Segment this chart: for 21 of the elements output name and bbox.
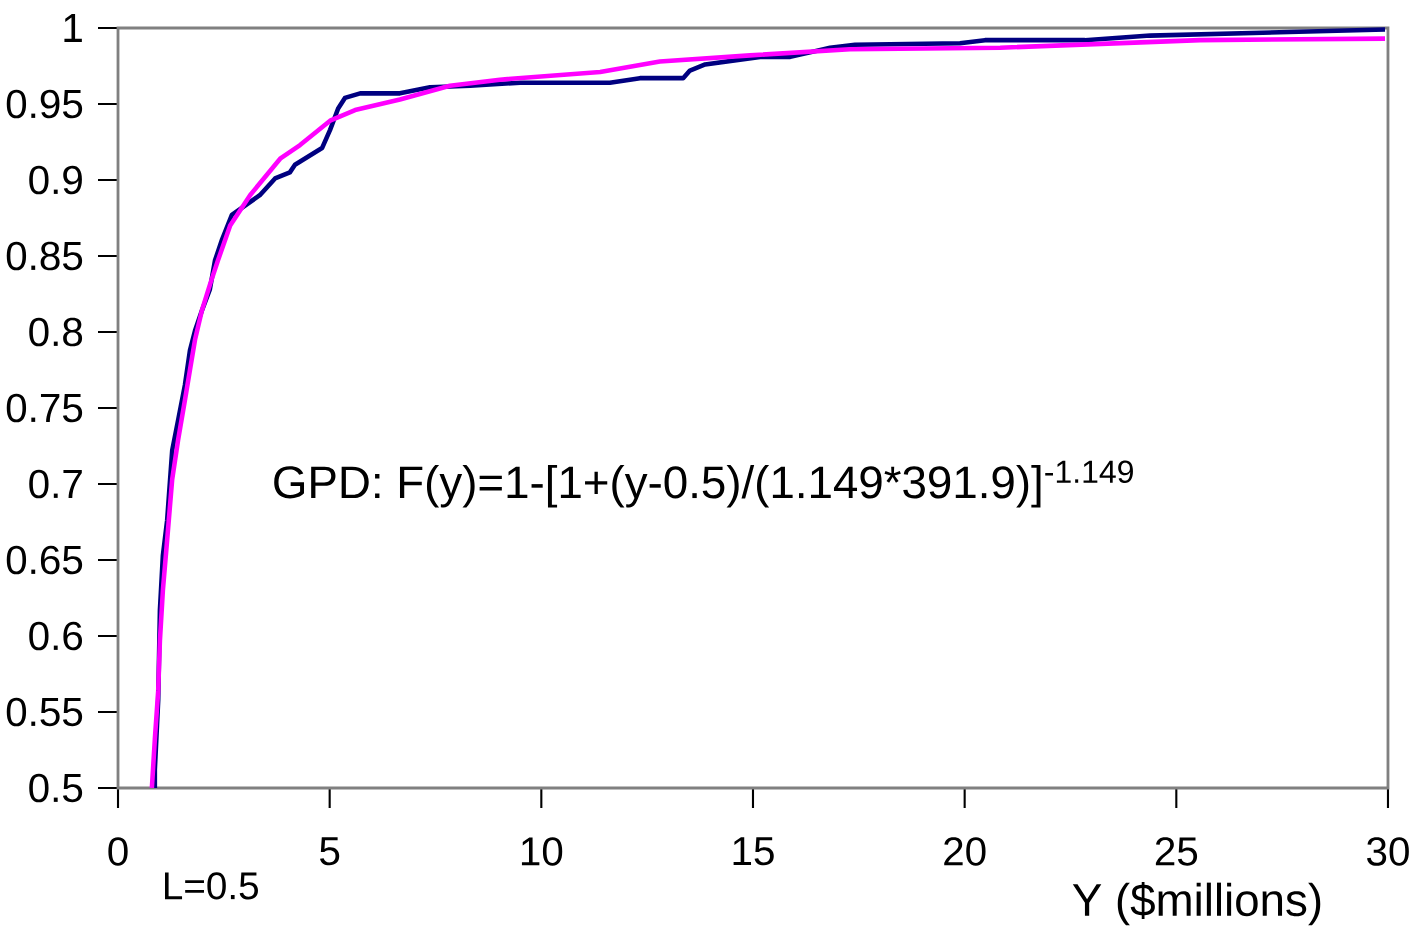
y-tick-label: 0.55 — [6, 697, 83, 727]
x-tick-label: 0 — [108, 837, 128, 866]
y-tick-label: 0.95 — [6, 89, 83, 119]
y-tick-label: 0.9 — [29, 165, 82, 195]
y-tick-label: 0.8 — [29, 317, 83, 347]
y-tick-label: 0.7 — [29, 469, 82, 499]
y-tick-label: 0.6 — [29, 621, 83, 651]
text: L=0.5 — [165, 872, 258, 900]
x-tick-label: 10 — [521, 837, 563, 866]
x-tick-label: 25 — [1155, 837, 1198, 866]
y-tick-label: 0.75 — [6, 393, 83, 423]
y-tick-label: 1 — [64, 14, 82, 42]
y-tick-label: 0.65 — [6, 545, 83, 575]
y-tick-label: 0.5 — [29, 773, 83, 803]
annotation: GPD: F(y)=1-[1+(y-0.5)/(1.149*391.9)]$^{-1.149}$ — [274, 460, 1133, 508]
x-tick-label: 5 — [320, 837, 340, 866]
x-axis-title: Y ($millions) — [1072, 881, 1321, 926]
x-tick-label: 30 — [1367, 837, 1409, 866]
y-tick-label: 0.85 — [6, 241, 83, 271]
x-tick-label: 15 — [733, 837, 774, 866]
x-tick-label: 20 — [944, 837, 986, 866]
